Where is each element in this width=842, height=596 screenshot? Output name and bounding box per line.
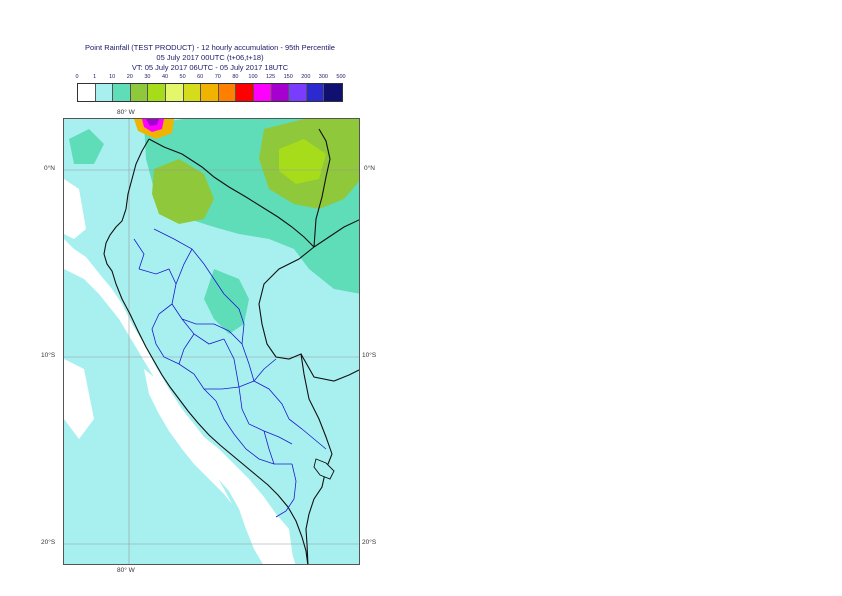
legend-threshold-label: 70 bbox=[214, 74, 221, 80]
chart-title: Point Rainfall (TEST PRODUCT) - 12 hourl… bbox=[85, 43, 335, 52]
lake-titicaca bbox=[313, 458, 335, 480]
legend-swatch bbox=[148, 84, 166, 101]
legend-swatch bbox=[183, 84, 202, 101]
legend-threshold-label: 10 bbox=[109, 74, 116, 80]
legend-swatch bbox=[271, 84, 290, 101]
legend-swatch bbox=[130, 84, 149, 101]
legend-threshold-label: 500 bbox=[336, 74, 346, 80]
legend-swatch bbox=[289, 84, 307, 101]
legend-swatch bbox=[218, 84, 237, 101]
legend-threshold-label: 100 bbox=[248, 74, 258, 80]
region-boundaries bbox=[133, 228, 327, 518]
lat-label-right-10: 10°S bbox=[362, 352, 377, 359]
lat-label-left-20: 20°S bbox=[41, 539, 56, 546]
legend-swatch bbox=[324, 84, 342, 101]
rain-gap-south bbox=[264, 514, 296, 564]
lat-label-right-0: 0°N bbox=[364, 165, 375, 172]
legend-threshold-label: 60 bbox=[197, 74, 204, 80]
legend-threshold-label: 0 bbox=[75, 74, 79, 80]
legend-swatch bbox=[95, 84, 114, 101]
rain-gap-coastal bbox=[144, 369, 232, 504]
legend-threshold-label: 1 bbox=[93, 74, 97, 80]
border-peru-colombia-brazil bbox=[313, 219, 359, 248]
border-ecuador-colombia bbox=[148, 138, 315, 248]
lon-label-bottom: 80° W bbox=[117, 567, 135, 574]
legend-threshold-label: 150 bbox=[283, 74, 293, 80]
rain-area-10-20-central bbox=[204, 269, 249, 334]
legend-threshold-label: 40 bbox=[161, 74, 169, 80]
border-bolivia-brazil bbox=[300, 353, 359, 382]
legend-swatch bbox=[201, 84, 219, 101]
legend-threshold-label: 125 bbox=[266, 74, 276, 80]
rainfall-map bbox=[63, 118, 360, 565]
map-svg bbox=[64, 119, 359, 564]
legend-threshold-label: 50 bbox=[179, 74, 186, 80]
rain-area-30-40 bbox=[279, 139, 326, 184]
legend-swatch bbox=[165, 84, 184, 101]
legend-threshold-label: 80 bbox=[232, 74, 239, 80]
lon-label-top: 80° W bbox=[117, 109, 135, 116]
legend-swatch bbox=[306, 84, 325, 101]
base-time-label: 05 July 2017 00UTC (t+06,t+18) bbox=[156, 53, 264, 62]
legend-swatch bbox=[253, 84, 272, 101]
rain-area-10-20-west bbox=[69, 129, 104, 164]
legend-threshold-labels: 0 1 10 20 30 40 50 60 70 80 100 125 150 200 300 500 bbox=[0, 74, 842, 83]
border-colombia-brazil bbox=[313, 128, 331, 248]
lat-label-right-20: 20°S bbox=[362, 539, 377, 546]
border-peru-brazil bbox=[258, 246, 333, 455]
coastline bbox=[103, 138, 309, 564]
legend-threshold-label: 200 bbox=[301, 74, 311, 80]
lat-label-left-10: 10°S bbox=[41, 352, 56, 359]
lat-label-left-0: 0°N bbox=[44, 165, 55, 172]
rain-area-heavy-purple bbox=[146, 119, 159, 126]
legend-swatch bbox=[113, 84, 131, 101]
legend-threshold-label: 30 bbox=[144, 74, 151, 80]
legend-threshold-label: 20 bbox=[126, 74, 133, 80]
legend-threshold-label: 300 bbox=[318, 74, 328, 80]
validity-time-label: VT: 05 July 2017 06UTC - 05 July 2017 18… bbox=[131, 63, 289, 72]
legend-swatch bbox=[236, 84, 254, 101]
legend-swatch bbox=[78, 84, 96, 101]
rain-gap-mid bbox=[64, 359, 94, 439]
color-legend bbox=[77, 83, 343, 102]
rain-gap-west bbox=[64, 179, 86, 239]
rain-area-20-30-north bbox=[152, 159, 214, 224]
